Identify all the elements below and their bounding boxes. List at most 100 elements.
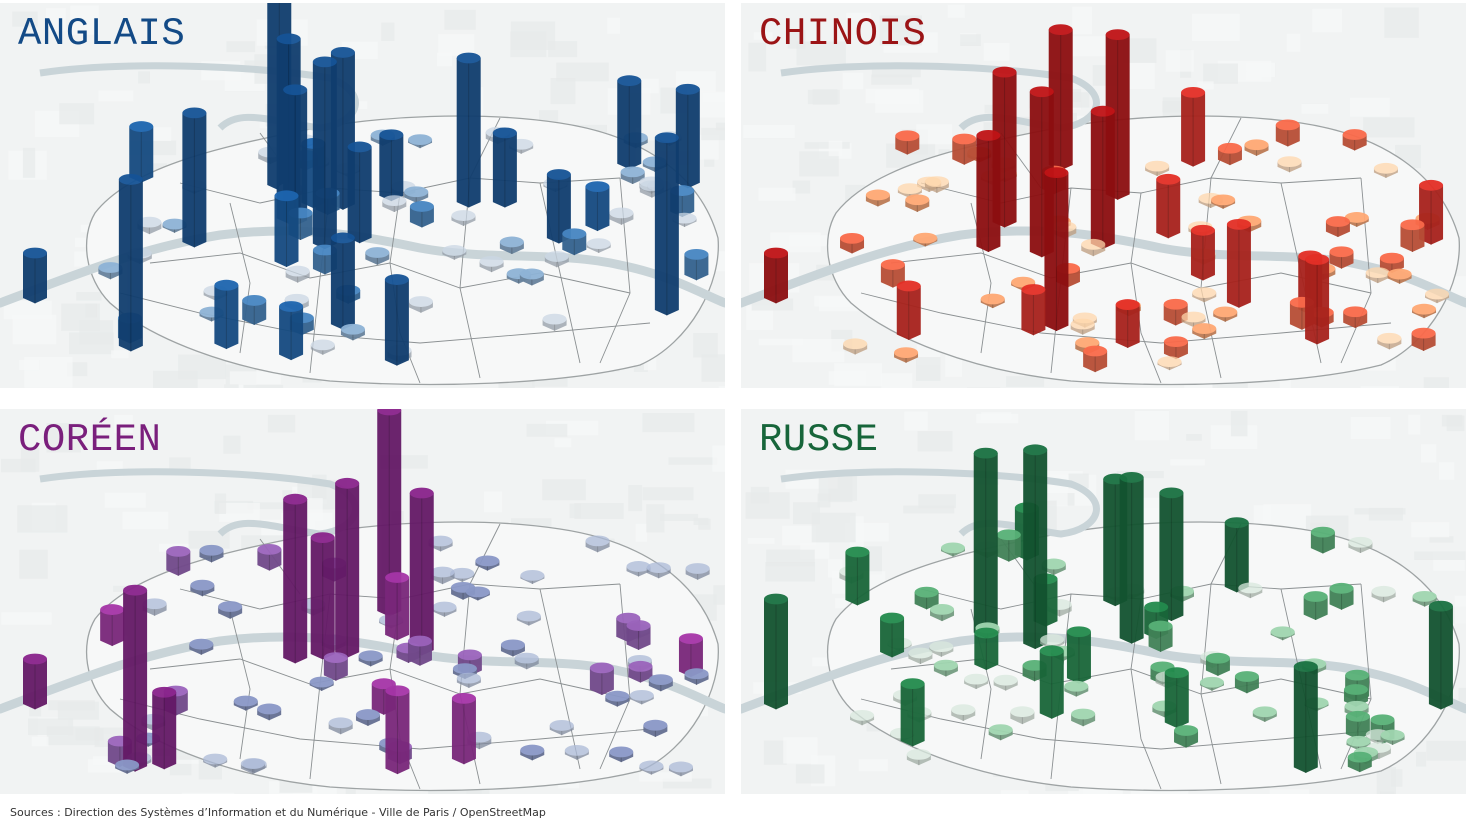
- hex-column: [1083, 345, 1108, 373]
- hex-column: [1234, 671, 1259, 694]
- hex-column: [1419, 179, 1444, 245]
- hex-column: [1305, 254, 1330, 345]
- hex-column: [347, 141, 372, 244]
- hex-column: [1252, 706, 1277, 722]
- hex-column: [973, 447, 998, 638]
- hex-column: [562, 228, 587, 256]
- hex-column: [520, 570, 545, 584]
- hex-column: [137, 216, 162, 235]
- arrondissement-borders: [860, 117, 1392, 384]
- hex-column: [1023, 444, 1048, 650]
- hex-column: [129, 121, 154, 183]
- hex-column: [377, 409, 402, 617]
- hex-column: [328, 717, 353, 735]
- hex-column: [385, 685, 410, 775]
- hex-column: [764, 593, 788, 710]
- hex-column: [279, 301, 304, 361]
- hex-column: [274, 190, 299, 267]
- hex-column: [385, 572, 410, 641]
- hex-column: [585, 535, 610, 553]
- hex-column: [1400, 219, 1425, 252]
- hex-column: [1303, 591, 1328, 621]
- hex-column: [1371, 585, 1396, 603]
- hex-column: [1275, 119, 1300, 147]
- hex-column: [323, 652, 348, 681]
- hex-column: [479, 255, 504, 273]
- hex-column: [951, 704, 976, 721]
- hex-column: [940, 542, 965, 557]
- hex-column: [1064, 680, 1089, 697]
- hex-column: [430, 566, 455, 585]
- hex-column: [964, 673, 989, 690]
- hex-column: [23, 653, 47, 710]
- hex-column: [166, 545, 191, 576]
- hex-column: [310, 532, 335, 660]
- hex-column: [1181, 86, 1206, 167]
- hex-column: [1205, 652, 1230, 676]
- hex-column: [952, 133, 977, 165]
- hexbin-map-coreen: [0, 409, 725, 794]
- hex-column: [643, 719, 668, 737]
- panel-title-chinois: CHINOIS: [759, 12, 927, 56]
- hex-column: [900, 678, 925, 747]
- hex-column: [1425, 288, 1450, 304]
- hex-column: [586, 238, 611, 253]
- river-loop: [780, 468, 1100, 538]
- hex-column: [1217, 142, 1242, 166]
- hex-column: [924, 176, 949, 193]
- hex-column: [340, 323, 365, 341]
- hex-column: [930, 604, 955, 622]
- hex-column: [1348, 536, 1373, 553]
- hex-column: [914, 586, 939, 610]
- hex-column: [1344, 212, 1369, 227]
- hex-column: [685, 563, 710, 580]
- hex-column: [620, 166, 645, 184]
- hex-column: [1041, 558, 1066, 575]
- hex-column: [1342, 129, 1367, 151]
- hex-column: [1163, 336, 1188, 360]
- hex-column: [996, 529, 1021, 562]
- hex-column: [1411, 327, 1436, 351]
- hex-column: [1148, 620, 1173, 652]
- hex-column: [678, 633, 703, 677]
- hex-column: [1010, 706, 1035, 725]
- hex-column: [1081, 238, 1106, 257]
- hex-column: [626, 620, 651, 650]
- hex-column: [589, 662, 614, 695]
- hex-column: [913, 232, 938, 247]
- hex-column: [646, 562, 671, 579]
- hex-column: [214, 279, 239, 350]
- panel-title-anglais: ANGLAIS: [18, 12, 186, 56]
- density-hexes: [23, 3, 709, 366]
- hex-column: [1277, 156, 1302, 173]
- hex-column: [1021, 284, 1046, 336]
- hex-column: [617, 75, 642, 170]
- hex-column: [475, 555, 500, 571]
- hex-column: [1329, 246, 1354, 269]
- hex-column: [190, 579, 215, 597]
- hex-column: [1039, 645, 1064, 719]
- map-panel-anglais: ANGLAIS: [0, 3, 725, 388]
- hex-column: [118, 174, 143, 352]
- hex-column: [1044, 167, 1069, 332]
- hex-column: [639, 760, 664, 775]
- hexbin-map-anglais: [0, 3, 725, 388]
- hex-column: [23, 247, 47, 304]
- hex-column: [182, 107, 207, 248]
- hex-column: [609, 207, 634, 225]
- hex-column: [1412, 590, 1437, 607]
- hex-column: [1115, 299, 1140, 348]
- hex-column: [648, 674, 673, 692]
- hex-column: [1145, 160, 1170, 176]
- hex-column: [865, 189, 890, 207]
- hex-column: [1071, 708, 1096, 727]
- hex-column: [142, 598, 167, 616]
- hex-column: [465, 586, 490, 601]
- hex-column: [896, 280, 921, 340]
- hex-column: [407, 635, 432, 666]
- hex-column: [408, 296, 433, 313]
- hex-column: [123, 584, 148, 772]
- hex-column: [1347, 751, 1372, 773]
- hex-column: [520, 744, 545, 761]
- hex-column: [384, 274, 409, 366]
